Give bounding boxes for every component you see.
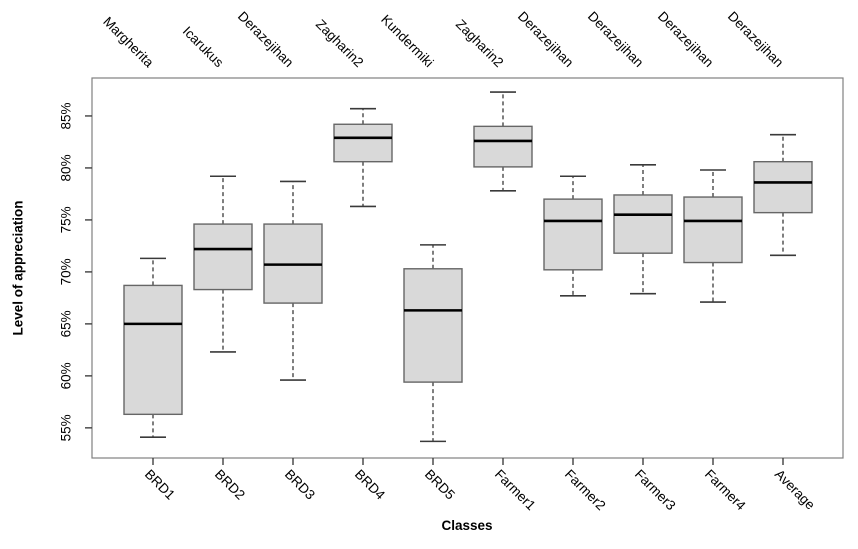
box-Farmer2 <box>543 198 603 271</box>
x-category-label: Average <box>772 467 818 513</box>
box-BRD4 <box>333 123 393 163</box>
box-BRD5 <box>403 268 463 383</box>
top-variety-label: Kundermiki <box>378 12 436 70</box>
y-tick-label: 60% <box>59 362 74 389</box>
y-tick-label: 70% <box>59 258 74 285</box>
x-category-label: Farmer1 <box>492 467 539 514</box>
box-BRD2 <box>193 223 253 291</box>
top-variety-label: Derazejihan <box>515 9 577 71</box>
box-Farmer1 <box>473 125 533 168</box>
top-variety-label: Derazejihan <box>235 9 297 71</box>
x-axis-title: Classes <box>441 518 493 533</box>
box-BRD1 <box>123 284 183 416</box>
y-tick-label: 65% <box>59 310 74 337</box>
box-Farmer3 <box>613 194 673 254</box>
box-Farmer4 <box>683 196 743 264</box>
x-category-label: Farmer4 <box>702 467 749 514</box>
top-variety-label: Margherita <box>100 14 157 71</box>
top-variety-label: Zagharin2 <box>453 17 507 71</box>
x-category-label: BRD5 <box>422 467 458 503</box>
top-variety-label: Derazejihan <box>655 9 717 71</box>
top-variety-label: Derazejihan <box>725 9 787 71</box>
x-category-label: BRD2 <box>212 467 248 503</box>
y-tick-label: 85% <box>59 102 74 129</box>
y-tick-label: 55% <box>59 414 74 441</box>
x-category-label: BRD1 <box>142 467 178 503</box>
x-category-label: Farmer3 <box>632 467 679 514</box>
box-Average <box>753 160 813 214</box>
top-variety-label: Zagharin2 <box>313 17 367 71</box>
y-tick-label: 80% <box>59 154 74 181</box>
top-variety-label: Icarukus <box>180 23 227 70</box>
x-category-label: Farmer2 <box>562 467 609 514</box>
plot-panel-border <box>91 77 844 459</box>
x-category-label: BRD4 <box>352 467 388 503</box>
top-variety-label: Derazejihan <box>585 9 647 71</box>
y-tick-label: 75% <box>59 206 74 233</box>
x-category-label: BRD3 <box>282 467 318 503</box>
